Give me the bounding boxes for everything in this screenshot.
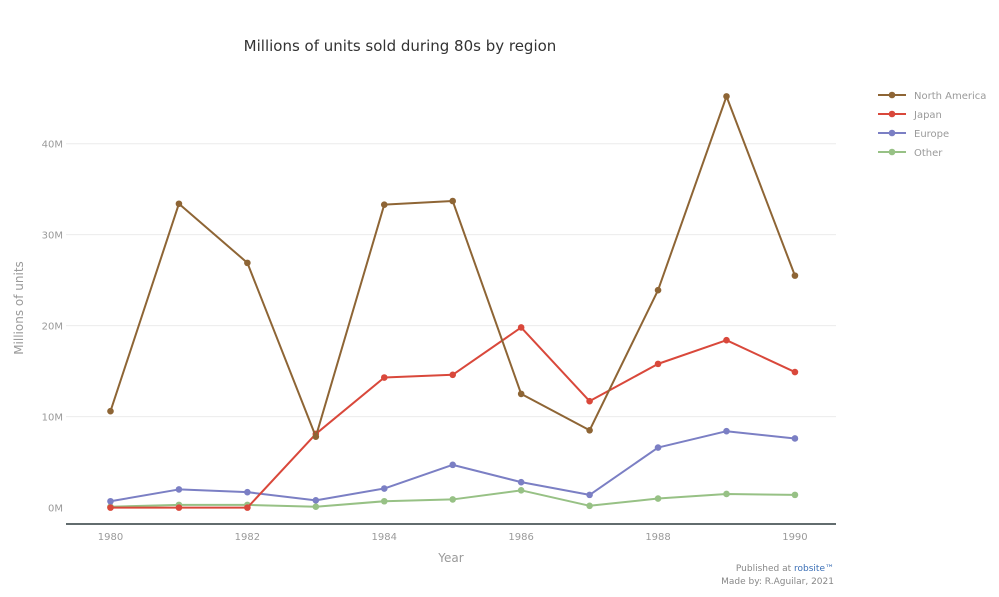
legend-item[interactable]: North America (878, 91, 986, 102)
data-point[interactable] (107, 504, 114, 511)
data-point[interactable] (175, 486, 183, 493)
legend-marker (888, 110, 896, 118)
data-point[interactable] (175, 504, 183, 511)
series-line-japan (110, 326, 796, 509)
data-point[interactable] (244, 259, 251, 267)
data-point[interactable] (723, 336, 730, 344)
legend-item[interactable]: Other (878, 148, 943, 159)
series-group (107, 93, 799, 511)
data-point[interactable] (517, 324, 525, 331)
legend-label: Europe (914, 129, 949, 140)
data-point[interactable] (449, 371, 457, 379)
published-at: Published at robsite™ (736, 564, 834, 574)
data-point[interactable] (312, 497, 320, 504)
data-point[interactable] (791, 491, 799, 499)
data-point[interactable] (586, 491, 593, 499)
y-tick-label: 10M (42, 413, 63, 424)
data-point[interactable] (791, 435, 799, 442)
y-axis-label: Millions of units (12, 261, 26, 355)
series-japan (107, 324, 799, 511)
published-link[interactable]: robsite™ (794, 564, 834, 574)
x-axis-label: Year (437, 551, 463, 565)
data-point[interactable] (449, 197, 457, 205)
data-point[interactable] (380, 374, 388, 381)
legend-marker (888, 91, 896, 99)
legend-label: Japan (913, 110, 942, 121)
data-point[interactable] (654, 360, 662, 368)
data-point[interactable] (244, 504, 251, 511)
series-north-america (107, 93, 799, 440)
data-point[interactable] (654, 444, 662, 451)
x-tick-label: 1984 (372, 532, 397, 543)
data-point[interactable] (586, 397, 593, 405)
data-point[interactable] (517, 478, 525, 486)
x-tick-label: 1986 (508, 532, 533, 543)
series-europe (107, 427, 799, 505)
data-point[interactable] (380, 485, 388, 492)
series-other (107, 487, 799, 511)
data-point[interactable] (723, 427, 730, 435)
y-tick-label: 30M (42, 231, 63, 242)
data-point[interactable] (723, 93, 730, 100)
data-point[interactable] (517, 390, 525, 398)
legend-marker (888, 148, 896, 156)
data-point[interactable] (586, 502, 593, 510)
data-point[interactable] (654, 495, 662, 502)
legend-label: Other (914, 148, 943, 159)
data-point[interactable] (380, 201, 388, 208)
legend-item[interactable]: Japan (878, 110, 942, 121)
legend-label: North America (914, 91, 986, 102)
y-tick-label: 0M (48, 504, 63, 515)
data-point[interactable] (312, 433, 320, 440)
x-tick-label: 1990 (782, 532, 807, 543)
legend-marker (888, 129, 896, 137)
published-prefix: Published at (736, 564, 794, 574)
data-point[interactable] (312, 503, 320, 511)
x-tick-label: 1988 (645, 532, 670, 543)
data-point[interactable] (586, 426, 593, 434)
data-point[interactable] (107, 497, 114, 505)
data-point[interactable] (107, 407, 114, 415)
legend-item[interactable]: Europe (878, 129, 949, 140)
made-by: Made by: R.Aguilar, 2021 (721, 577, 834, 587)
legend[interactable]: North America Japan Europe Other (878, 91, 986, 159)
x-tick-label: 1982 (235, 532, 260, 543)
x-tick-labels: 1980 1982 1984 1986 1988 1990 (98, 532, 808, 543)
y-tick-labels: 0M 10M 20M 30M 40M (42, 140, 63, 515)
x-tick-label: 1980 (98, 532, 123, 543)
data-point[interactable] (723, 490, 730, 498)
data-point[interactable] (791, 368, 799, 376)
data-point[interactable] (449, 496, 457, 503)
y-tick-label: 40M (42, 140, 63, 151)
y-tick-label: 20M (42, 322, 63, 333)
data-point[interactable] (380, 497, 388, 505)
data-point[interactable] (449, 461, 457, 469)
data-point[interactable] (791, 272, 799, 279)
series-line-north-america (109, 95, 796, 438)
data-point[interactable] (517, 487, 525, 494)
data-point[interactable] (175, 200, 183, 208)
data-point[interactable] (244, 488, 251, 496)
chart-title: Millions of units sold during 80s by reg… (244, 37, 557, 55)
grid-lines (66, 143, 836, 418)
data-point[interactable] (654, 286, 662, 294)
